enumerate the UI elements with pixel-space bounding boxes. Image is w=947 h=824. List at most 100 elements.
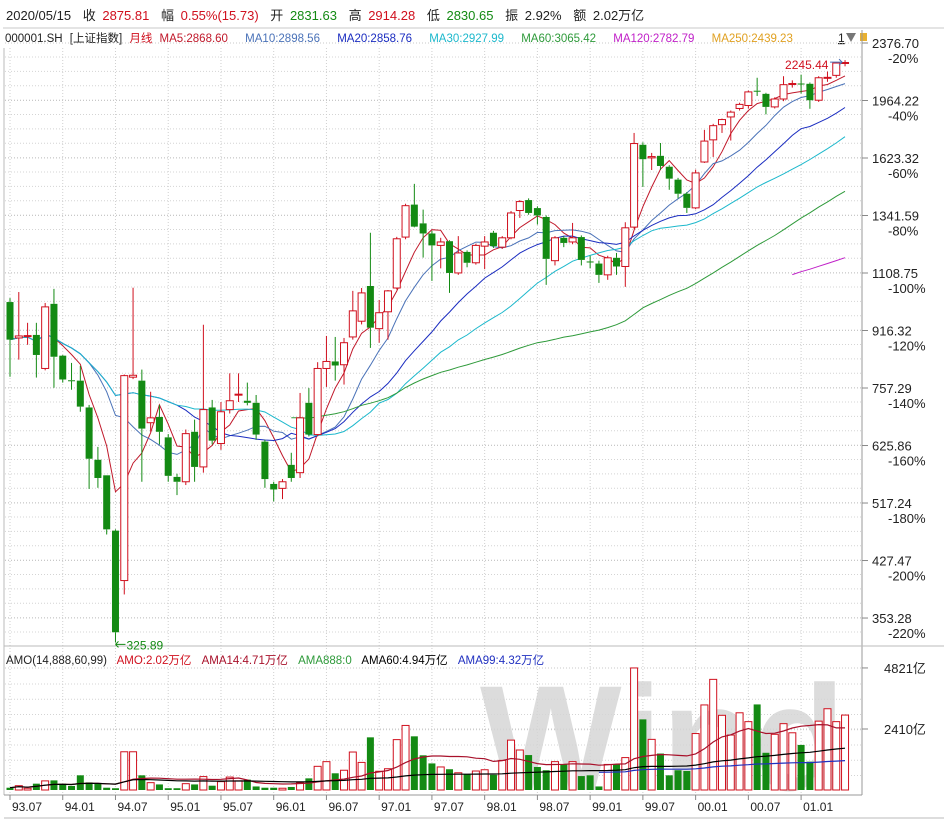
time-tick-label: 97.07 xyxy=(434,800,464,814)
volume-bar xyxy=(779,723,788,791)
ama60-line xyxy=(9,747,846,789)
price-tick-label: 1623.32 xyxy=(872,151,919,166)
volume-bar xyxy=(568,761,577,791)
candle xyxy=(726,110,735,141)
candle-body xyxy=(753,90,761,92)
volume-indicator-title[interactable]: AMO(14,888,60,99) xyxy=(6,655,107,667)
candle xyxy=(85,404,93,489)
candle-body xyxy=(533,208,541,216)
candle xyxy=(656,143,664,171)
candle-body xyxy=(243,400,251,403)
candle-body xyxy=(85,407,93,459)
candle xyxy=(788,80,797,88)
time-tick-label: 99.07 xyxy=(645,800,675,814)
candle xyxy=(515,200,524,218)
price-tick-label: 517.24 xyxy=(872,496,912,511)
candle xyxy=(665,165,673,190)
candle-body xyxy=(6,302,14,340)
volume-bar xyxy=(278,787,287,791)
candle xyxy=(613,252,621,275)
ma-count[interactable]: 1 xyxy=(838,31,845,45)
candle xyxy=(375,299,384,343)
candle-body xyxy=(313,367,322,436)
volume-bar xyxy=(613,764,621,790)
candle-body xyxy=(577,237,585,260)
volume-bars xyxy=(6,667,850,791)
open-label: 开 xyxy=(270,8,283,23)
dropdown-triangle-icon[interactable] xyxy=(846,33,856,42)
volume-bar xyxy=(788,732,797,791)
volume-bar xyxy=(603,763,612,791)
high-price-label: 2245.44 xyxy=(785,58,829,72)
candle xyxy=(621,222,630,287)
period-label[interactable]: 月线 xyxy=(129,31,152,45)
candle xyxy=(525,198,533,215)
volume-bar xyxy=(331,773,339,790)
volume-bar xyxy=(770,733,779,791)
candle xyxy=(392,236,401,290)
candle xyxy=(700,129,709,163)
candle-body xyxy=(68,380,76,382)
candle xyxy=(560,236,568,248)
legend-ama60: AMA60:4.94万亿 xyxy=(361,654,447,667)
price-tick-label: 2376.70 xyxy=(872,36,919,51)
candle-body xyxy=(779,84,788,100)
volume-bar xyxy=(446,769,453,790)
candle xyxy=(709,123,718,157)
volume-axis: 4821亿 2410亿 xyxy=(862,661,926,737)
candle-body xyxy=(814,77,823,101)
candle xyxy=(550,236,559,266)
volume-bar xyxy=(480,769,489,791)
volume-bar xyxy=(111,788,119,790)
time-tick-label: 95.01 xyxy=(170,800,200,814)
price-tick-label: 427.47 xyxy=(872,554,912,569)
volume-bar xyxy=(68,785,76,790)
candle-body xyxy=(375,312,384,330)
low-label: 低 xyxy=(427,8,440,23)
volume-bar xyxy=(243,779,251,790)
volume-bar xyxy=(683,771,691,790)
candle-body xyxy=(146,417,155,424)
candle-body xyxy=(138,380,146,429)
settings-square-icon[interactable] xyxy=(860,33,867,41)
candle xyxy=(216,401,225,450)
candle xyxy=(252,394,260,440)
legend-ma10: MA10:2898.56 xyxy=(245,33,320,45)
volume-bar xyxy=(208,785,216,790)
candle-body xyxy=(446,241,453,273)
candle xyxy=(832,62,841,78)
volume-bar xyxy=(647,738,656,791)
time-tick-label: 95.07 xyxy=(223,800,253,814)
volume-bar xyxy=(23,787,32,791)
candle xyxy=(814,76,823,102)
candle-body xyxy=(568,237,577,243)
candle-body xyxy=(322,360,331,369)
candle-body xyxy=(542,216,550,259)
volume-bar xyxy=(164,788,172,790)
volume-bar xyxy=(155,784,163,790)
volume-tick-label: 4821亿 xyxy=(884,661,926,676)
candle-body xyxy=(129,374,138,378)
volume-bar xyxy=(507,739,516,791)
candle xyxy=(577,235,585,266)
candle xyxy=(234,373,243,402)
candle xyxy=(76,365,84,412)
price-tick-label: 353.28 xyxy=(872,611,912,626)
amplitude-value: 2.92% xyxy=(525,8,562,23)
candle xyxy=(717,118,726,133)
candle xyxy=(155,404,163,445)
candle xyxy=(6,298,14,377)
candle xyxy=(146,391,155,432)
volume-bar xyxy=(577,776,585,790)
candle xyxy=(683,192,691,213)
percent-tick-label: -140% xyxy=(888,396,926,411)
candle xyxy=(762,92,770,115)
low-value: 2830.65 xyxy=(446,8,493,23)
volume-bar xyxy=(6,787,14,790)
ma60-line xyxy=(291,190,846,419)
percent-tick-label: -40% xyxy=(888,109,919,124)
candle-body xyxy=(155,416,163,432)
percent-tick-label: -80% xyxy=(888,224,919,239)
volume-bar xyxy=(630,667,639,791)
